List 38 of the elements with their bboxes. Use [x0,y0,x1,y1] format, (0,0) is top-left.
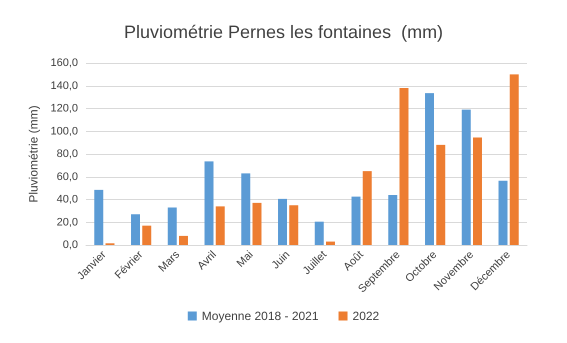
y-tick-label: 120,0 [50,102,78,114]
bar [473,138,482,245]
bar [436,144,446,245]
y-tick-label: 20,0 [56,216,78,228]
bar [289,205,298,245]
bar [314,222,324,245]
bar [362,171,372,245]
bar [204,161,214,245]
x-tick-label: Juin [270,248,292,272]
bar [462,110,471,245]
bar [510,74,519,245]
bar [326,242,335,245]
legend-label: Moyenne 2018 - 2021 [202,309,319,323]
y-tick-label: 40,0 [56,194,78,206]
legend-label: 2022 [352,309,380,323]
bar [400,88,408,245]
bar [168,207,177,245]
bar [278,198,287,245]
x-tick-label: Mai [234,248,256,270]
y-tick-label: 60,0 [56,170,78,183]
bar [352,196,360,245]
bar [179,236,188,245]
y-tick-label: 80,0 [56,148,78,160]
bar [425,93,434,245]
bar [131,214,140,245]
y-axis-title: Pluviométrie (mm) [26,105,41,203]
y-tick-label: 100,0 [50,125,78,138]
bar [142,226,152,245]
y-tick-label: 140,0 [50,80,78,92]
bar [252,202,262,245]
chart-title: Pluviométrie Pernes les fontaines (mm) [124,22,444,42]
y-tick-label: 0,0 [62,239,78,251]
bar [498,180,508,245]
bar [216,206,225,245]
bar [388,194,398,245]
bar [241,173,250,245]
y-tick-label: 160,0 [50,57,78,69]
bar [94,190,104,245]
